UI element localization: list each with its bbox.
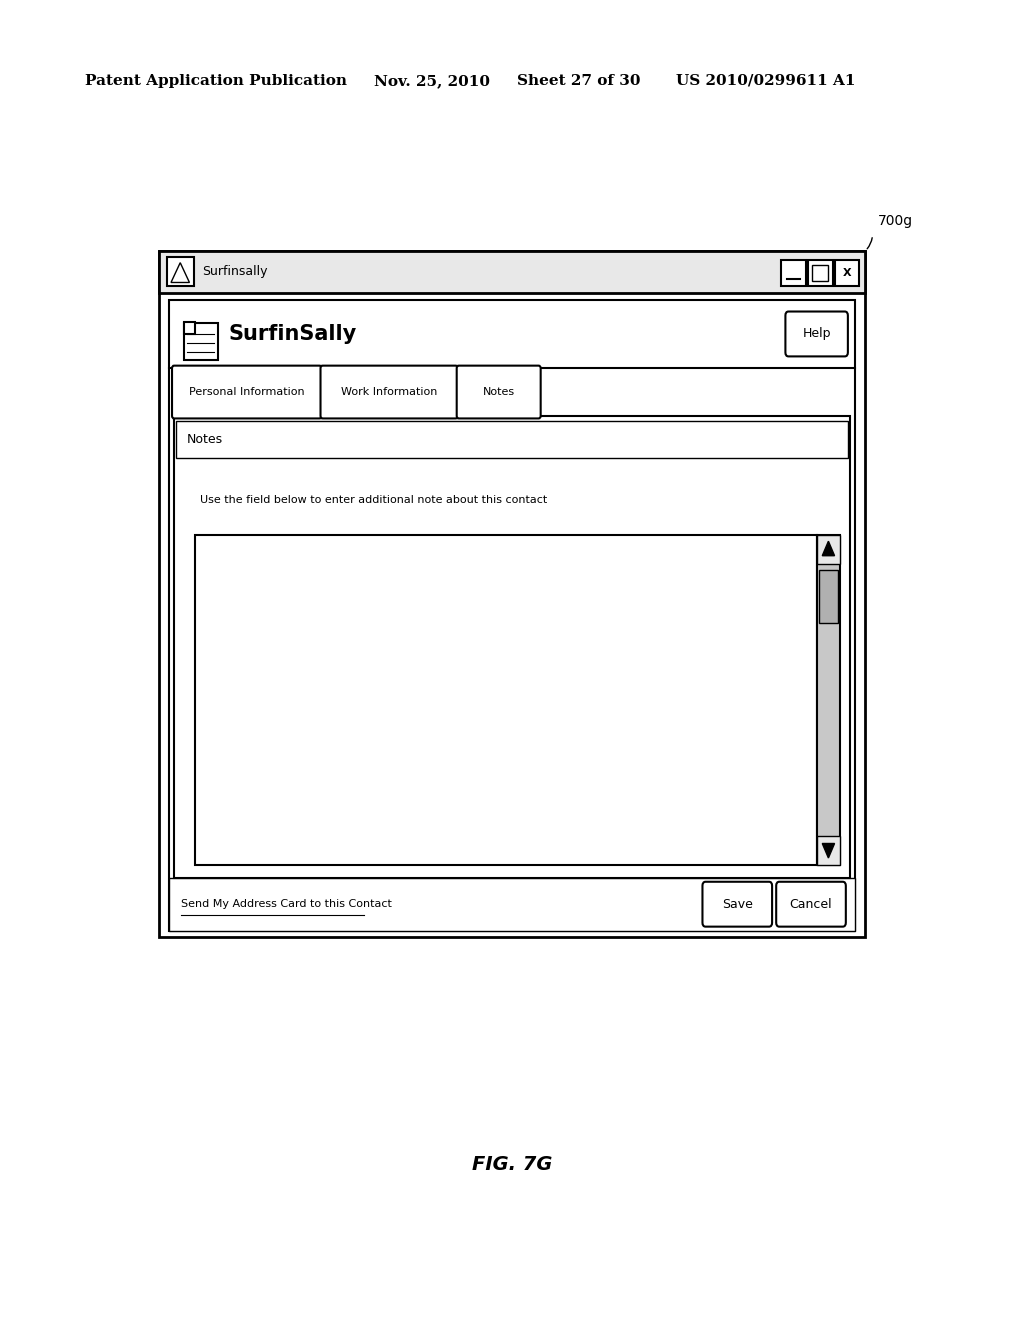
Text: Use the field below to enter additional note about this contact: Use the field below to enter additional … [200,495,547,506]
Bar [159,251,865,937]
Bar [819,570,838,623]
Polygon shape [822,843,835,858]
Text: Save: Save [722,898,753,911]
Text: Notes: Notes [186,433,222,446]
Text: Work Information: Work Information [341,387,437,397]
Bar [808,260,833,286]
Bar [159,251,865,293]
Bar [195,535,817,865]
Bar [817,836,840,865]
Text: Patent Application Publication: Patent Application Publication [85,74,347,88]
Bar [835,260,859,286]
Bar [812,265,828,281]
Bar [184,323,218,360]
Text: Notes: Notes [482,387,515,397]
Polygon shape [822,541,835,556]
Text: Send My Address Card to this Contact: Send My Address Card to this Contact [181,899,392,909]
Bar [167,257,194,286]
Bar [169,878,855,931]
Text: US 2010/0299611 A1: US 2010/0299611 A1 [676,74,855,88]
Text: X: X [843,268,851,279]
FancyBboxPatch shape [457,366,541,418]
FancyBboxPatch shape [321,366,458,418]
Bar [176,421,848,458]
Bar [184,322,195,334]
Text: Nov. 25, 2010: Nov. 25, 2010 [374,74,489,88]
FancyBboxPatch shape [776,882,846,927]
Text: FIG. 7G: FIG. 7G [472,1155,552,1173]
FancyBboxPatch shape [702,882,772,927]
Text: Surfinsally: Surfinsally [202,265,267,279]
Bar [781,260,806,286]
Bar [174,416,850,878]
Text: Cancel: Cancel [790,898,833,911]
FancyBboxPatch shape [785,312,848,356]
Text: Personal Information: Personal Information [189,387,304,397]
Text: 700g: 700g [878,214,912,228]
FancyBboxPatch shape [172,366,322,418]
Bar [169,300,855,931]
Bar [159,251,865,293]
Bar [817,535,840,865]
Text: SurfinSally: SurfinSally [228,323,356,345]
Bar [817,535,840,564]
Text: Sheet 27 of 30: Sheet 27 of 30 [517,74,641,88]
Polygon shape [171,263,189,282]
Text: Help: Help [803,327,830,341]
